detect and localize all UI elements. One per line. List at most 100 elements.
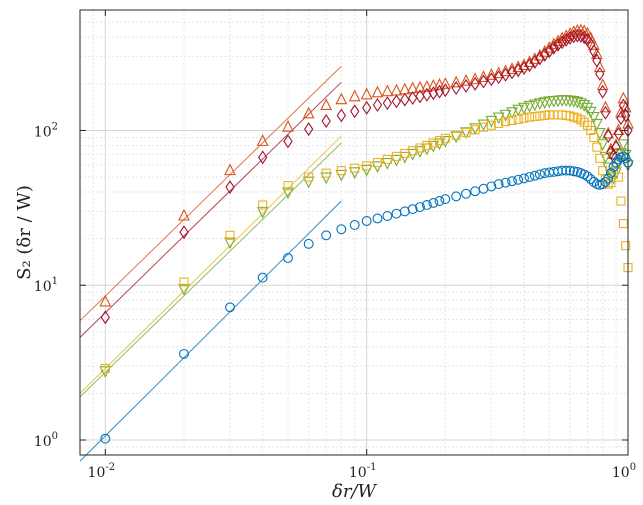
data-point xyxy=(321,230,332,241)
plot-frame xyxy=(79,9,629,456)
data-point xyxy=(523,100,536,113)
data-point xyxy=(617,91,630,104)
series-diamond xyxy=(100,28,633,325)
data-point xyxy=(258,200,268,210)
data-point xyxy=(588,176,599,187)
data-point xyxy=(561,32,571,47)
data-point xyxy=(581,102,594,115)
y-axis-label-text: S₂ (δr / W) xyxy=(14,185,35,280)
data-point xyxy=(501,117,511,127)
data-point xyxy=(564,27,576,39)
data-point xyxy=(303,238,314,249)
data-point xyxy=(611,140,621,155)
data-point xyxy=(224,237,236,250)
data-point xyxy=(518,102,530,115)
data-point xyxy=(613,154,624,165)
x-tick-exponent: -2 xyxy=(105,462,115,473)
data-point xyxy=(530,111,540,122)
data-point xyxy=(603,173,614,184)
data-point xyxy=(382,211,393,221)
data-point xyxy=(428,198,439,208)
data-point xyxy=(336,108,346,123)
data-point xyxy=(587,111,600,124)
data-point xyxy=(492,66,505,79)
data-point xyxy=(513,114,523,124)
data-point xyxy=(283,253,293,263)
data-point xyxy=(99,366,112,379)
data-point xyxy=(565,165,575,176)
data-point xyxy=(282,119,294,132)
fit-line xyxy=(79,81,342,338)
data-point xyxy=(335,169,348,182)
data-point xyxy=(439,76,452,89)
data-point xyxy=(408,146,418,156)
data-point xyxy=(428,138,438,148)
data-point xyxy=(470,76,480,91)
data-point xyxy=(304,172,314,182)
data-point xyxy=(225,180,235,195)
data-point xyxy=(478,74,489,89)
data-point xyxy=(547,37,560,50)
data-point xyxy=(440,194,451,205)
data-point xyxy=(415,143,425,153)
data-point xyxy=(451,130,461,140)
x-tick-exponent: 0 xyxy=(630,462,636,473)
data-point xyxy=(595,66,605,81)
data-point xyxy=(427,79,440,91)
data-point xyxy=(304,122,314,137)
data-point xyxy=(302,176,315,189)
data-point xyxy=(336,224,347,235)
data-point xyxy=(414,80,426,93)
data-point xyxy=(321,114,331,129)
data-point xyxy=(500,177,511,188)
data-point xyxy=(579,117,589,127)
data-point xyxy=(507,115,517,126)
data-point xyxy=(486,181,497,192)
data-markers xyxy=(99,23,634,444)
data-point xyxy=(434,196,445,206)
data-point xyxy=(523,55,536,67)
data-point xyxy=(576,28,586,43)
data-point xyxy=(225,302,235,313)
data-point xyxy=(589,132,599,143)
data-point xyxy=(513,174,524,185)
data-point xyxy=(616,111,626,126)
data-point xyxy=(567,96,580,108)
data-point xyxy=(603,129,613,144)
data-point xyxy=(616,196,626,206)
data-point xyxy=(611,157,621,168)
data-point xyxy=(533,48,546,61)
data-point xyxy=(612,123,625,135)
x-axis-label: δr/W xyxy=(332,481,378,501)
data-point xyxy=(557,165,568,176)
data-point xyxy=(477,119,490,132)
data-point xyxy=(415,202,425,212)
data-point xyxy=(543,40,556,53)
data-point xyxy=(524,112,535,122)
data-point xyxy=(578,99,591,112)
data-point xyxy=(485,68,498,80)
data-point xyxy=(598,84,608,99)
data-point xyxy=(586,125,596,135)
data-point xyxy=(572,28,583,43)
data-point xyxy=(538,45,551,57)
data-point xyxy=(371,85,384,98)
data-point xyxy=(528,99,541,112)
data-point xyxy=(553,37,563,52)
data-point xyxy=(391,94,402,109)
data-point xyxy=(617,139,630,152)
data-point xyxy=(544,44,554,59)
data-point xyxy=(585,174,596,185)
data-point xyxy=(540,47,550,62)
data-point xyxy=(421,200,432,210)
data-point xyxy=(407,204,418,215)
data-point xyxy=(535,51,545,66)
y-tick-exponent: 1 xyxy=(52,276,58,287)
data-point xyxy=(512,104,525,117)
data-point xyxy=(179,225,189,240)
data-point xyxy=(597,179,608,190)
data-point xyxy=(592,53,602,68)
data-point xyxy=(348,89,361,102)
data-point xyxy=(408,91,418,106)
